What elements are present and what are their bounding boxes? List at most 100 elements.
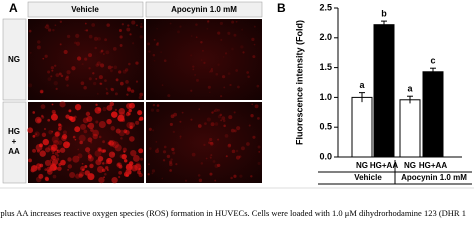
cell-signal [107,141,111,145]
cell-signal [208,70,211,73]
cell-signal [211,111,214,114]
cell-signal [30,168,35,173]
cell-signal [63,49,68,55]
cell-signal [47,77,52,82]
cell-signal [139,92,144,97]
cell-signal [227,143,232,148]
cell-signal [58,123,62,127]
cell-signal [106,118,112,125]
cell-signal [40,90,44,94]
cell-signal [230,176,233,180]
cell-signal [209,141,214,146]
cell-signal [227,72,231,75]
cell-signal [246,71,250,74]
cell-signal [59,43,62,46]
cell-signal [75,41,81,46]
cell-signal [102,53,105,55]
cell-signal [248,124,251,127]
cell-signal [148,50,151,53]
cell-signal [121,153,127,160]
cell-signal [118,70,122,74]
cell-signal [253,25,256,28]
cell-signal [55,73,60,78]
column-label: Vehicle [71,5,99,14]
cell-signal [111,66,114,68]
cell-signal [213,110,216,113]
cell-signal [235,149,239,153]
cell-signal [87,137,93,143]
cell-signal [72,155,80,163]
cell-signal [114,108,118,112]
cell-signal [74,126,81,133]
cell-signal [217,63,220,66]
cell-signal [88,77,92,81]
cell-signal [52,152,55,155]
cell-signal [67,164,73,169]
cell-signal [129,165,133,169]
cell-signal [135,120,140,125]
cell-signal [47,118,51,122]
cell-signal [237,85,240,89]
micrograph [146,19,262,100]
cell-signal [151,172,154,175]
cell-signal [118,170,123,175]
cell-signal [77,153,83,159]
cell-signal [84,164,88,168]
cell-signal [74,138,77,141]
cell-signal [207,85,211,89]
cell-signal [228,115,233,120]
cell-signal [101,149,105,153]
cell-signal [210,67,213,70]
cell-signal [112,141,119,149]
cell-signal [257,161,261,165]
cell-signal [140,22,143,25]
cell-signal [84,170,90,176]
cell-signal [123,159,128,163]
cell-signal [66,75,69,79]
cell-signal [105,50,110,55]
cell-signal [79,140,83,145]
cell-signal [191,152,196,157]
cell-signal [36,149,41,153]
cell-signal [152,53,156,57]
cell-signal [106,23,110,27]
cell-signal [57,166,62,171]
cell-signal [127,24,130,27]
cell-signal [257,145,261,149]
cell-signal [44,26,47,29]
cell-signal [201,49,204,52]
cell-signal [42,57,45,60]
cell-signal [240,45,244,49]
cell-signal [59,147,66,153]
cell-signal [102,107,107,112]
cell-signal [194,73,197,77]
cell-signal [110,87,113,91]
cell-signal [51,144,58,151]
cell-signal [83,85,87,90]
cell-signal [231,47,234,51]
cell-signal [128,161,134,166]
cell-signal [127,87,132,92]
cell-signal [96,61,101,66]
cell-signal [225,155,228,158]
cell-signal [200,41,203,44]
cell-signal [32,148,37,153]
cell-signal [253,43,256,46]
cell-signal [32,134,36,138]
cell-signal [60,74,64,78]
cell-signal [106,104,113,111]
cell-signal [229,83,232,87]
cell-signal [175,163,178,166]
cell-signal [123,150,126,153]
cell-signal [87,154,92,159]
cell-signal [206,117,211,122]
y-tick-label: 0.5 [319,122,332,132]
cell-signal [77,148,80,151]
cell-signal [78,173,83,178]
cell-signal [44,159,52,166]
cell-signal [195,36,198,39]
cell-signal [124,68,129,72]
cell-signal [172,130,176,134]
cell-signal [111,176,118,184]
cell-signal [94,106,102,114]
